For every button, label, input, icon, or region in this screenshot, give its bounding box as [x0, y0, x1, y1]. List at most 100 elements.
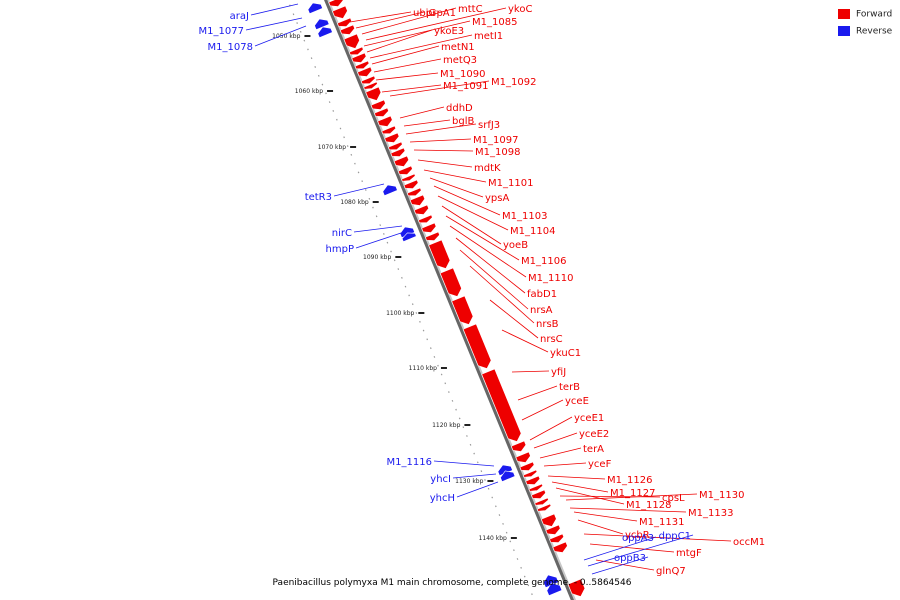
forward-gene-label: terA	[583, 444, 604, 455]
forward-gene-label: yceF	[588, 459, 612, 470]
forward-gene-connector	[449, 225, 527, 278]
reverse-gene-connector	[250, 3, 299, 16]
ruler-label: 1050 kbp	[272, 33, 300, 40]
forward-gene-arrow	[387, 141, 403, 151]
kbp-ruler: 1050 kbp 1060 kbp 1070 kbp 1080 kbp 1090 kbp…	[272, 0, 536, 600]
legend-reverse-label: Reverse	[856, 26, 893, 37]
forward-gene-connector	[409, 138, 472, 143]
forward-gene-connector	[577, 519, 624, 535]
forward-gene-connector	[365, 7, 507, 41]
reverse-gene-connector	[245, 17, 303, 31]
forward-gene-connector	[547, 475, 606, 480]
reverse-gene-connector	[433, 460, 495, 467]
forward-gene-connector	[565, 493, 698, 501]
forward-gene-connector	[489, 299, 539, 339]
forward-gene-arrow	[381, 125, 397, 135]
forward-gene-arrow	[403, 179, 419, 189]
forward-gene-arrow	[360, 75, 376, 85]
forward-gene-arrow	[343, 33, 360, 49]
forward-gene-connector	[529, 416, 573, 441]
forward-gene-label: metI1	[474, 31, 503, 42]
forward-gene-connector	[355, 11, 425, 29]
forward-gene-label: M1_1104	[510, 226, 555, 237]
forward-gene-label: cpsL	[662, 493, 685, 504]
reverse-gene-connector	[353, 225, 403, 233]
forward-gene-arrow	[348, 46, 364, 56]
reverse-gene-label: M1_1077	[199, 26, 244, 37]
reverse-gene-arrow	[382, 184, 398, 196]
forward-gene-label: M1_1103	[502, 211, 547, 222]
forward-gene-label: yceE1	[574, 413, 604, 424]
forward-gene-arrow	[354, 60, 370, 70]
forward-gene-label: M1_1106	[521, 256, 566, 267]
forward-gene-label: metQ3	[443, 55, 477, 66]
forward-gene-arrow	[357, 66, 373, 77]
forward-gene-arrow	[536, 503, 552, 512]
forward-gene-arrow	[451, 295, 474, 325]
forward-gene-label: ykoC	[508, 4, 532, 15]
forward-gene-connector	[543, 462, 587, 467]
reverse-gene-label: yhcH	[430, 493, 455, 504]
forward-gene-connector	[455, 237, 526, 294]
forward-gene-arrow	[397, 165, 413, 175]
figure-caption: Paenibacillus polymyxa M1 main chromosom…	[0, 578, 900, 588]
forward-gene-arrow	[406, 187, 422, 197]
reverse-gene-connector	[587, 534, 694, 567]
forward-gene-label: ubiG	[413, 8, 436, 19]
forward-gene-label: M1_1110	[528, 273, 573, 284]
forward-gene-connector	[369, 34, 473, 59]
legend-reverse-swatch	[838, 26, 850, 36]
legend-forward-label: Forward	[856, 9, 893, 20]
forward-gene-label: ycbR	[625, 530, 650, 541]
ruler-dotted-guide	[286, 0, 536, 600]
ruler-label: 1140 kbp	[479, 535, 507, 542]
forward-gene-connector	[437, 195, 509, 231]
forward-gene-arrow	[545, 524, 561, 535]
forward-gene-label: M1_1127	[610, 488, 655, 499]
reverse-gene-label: M1_1116	[387, 457, 432, 468]
reverse-gene-connector	[333, 183, 385, 197]
forward-gene-label: M1_1131	[639, 517, 684, 528]
forward-gene-arrow	[519, 461, 535, 471]
forward-gene-connector	[417, 159, 473, 168]
forward-gene-arrow	[370, 99, 386, 110]
reverse-gene-label: dppC1	[659, 531, 691, 542]
forward-gene-arrow	[462, 323, 492, 369]
forward-gene-label: yoeB	[503, 240, 528, 251]
reverse-gene-label: hmpP	[326, 244, 354, 255]
forward-gene-connector	[423, 169, 487, 183]
forward-gene-label: M1_1101	[488, 178, 533, 189]
reverse-gene-connector	[591, 556, 649, 575]
gene-arrows	[307, 0, 586, 597]
forward-gene-label: M1_1085	[472, 17, 517, 28]
forward-gene-label: nrsC	[540, 334, 563, 345]
forward-gene-connector	[511, 370, 550, 373]
forward-gene-arrow	[525, 475, 541, 485]
forward-gene-connector	[373, 58, 442, 73]
chromosome-backbone	[324, 0, 577, 600]
forward-gene-arrow	[328, 0, 344, 7]
ruler-label: 1120 kbp	[432, 422, 460, 429]
ruler-label: 1060 kbp	[295, 88, 323, 95]
forward-gene-connector	[569, 507, 687, 513]
reverse-gene-arrow	[401, 232, 417, 242]
reverse-gene-label: M1_1078	[208, 42, 253, 53]
reverse-gene-arrow	[500, 470, 516, 482]
forward-gene-connector	[399, 106, 445, 119]
forward-gene-connector	[371, 45, 440, 65]
legend-forward: Forward	[838, 9, 892, 20]
forward-gene-connector	[405, 123, 477, 135]
forward-gene-arrow	[534, 497, 549, 506]
forward-gene-label: M1_1126	[607, 475, 652, 486]
forward-gene-label: M1_1097	[473, 135, 518, 146]
forward-gene-label: yfiJ	[551, 367, 566, 378]
forward-gene-label: yceE	[565, 396, 589, 407]
forward-gene-label: nrsB	[536, 319, 559, 330]
forward-gene-connector	[389, 80, 490, 97]
forward-gene-label: M1_1098	[475, 147, 520, 158]
forward-gene-connector	[521, 399, 564, 421]
forward-gene-arrow	[401, 173, 416, 182]
forward-gene-connector	[595, 559, 655, 571]
